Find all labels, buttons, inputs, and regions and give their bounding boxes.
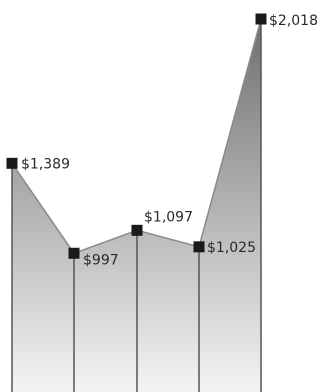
data-markers [6, 13, 267, 259]
data-label: $2,018 [269, 13, 318, 29]
data-point-marker [255, 13, 267, 25]
data-label: $1,097 [144, 209, 193, 225]
data-label: $1,025 [207, 240, 256, 256]
data-point-marker [193, 241, 205, 253]
data-labels: $1,389 $997 $1,097 $1,025 $2,018 [21, 13, 318, 268]
drop-lines [11, 19, 262, 392]
data-point-marker [6, 157, 18, 169]
data-label: $997 [83, 252, 119, 268]
data-point-marker [131, 224, 143, 236]
data-label: $1,389 [21, 156, 70, 172]
data-point-marker [68, 247, 80, 259]
